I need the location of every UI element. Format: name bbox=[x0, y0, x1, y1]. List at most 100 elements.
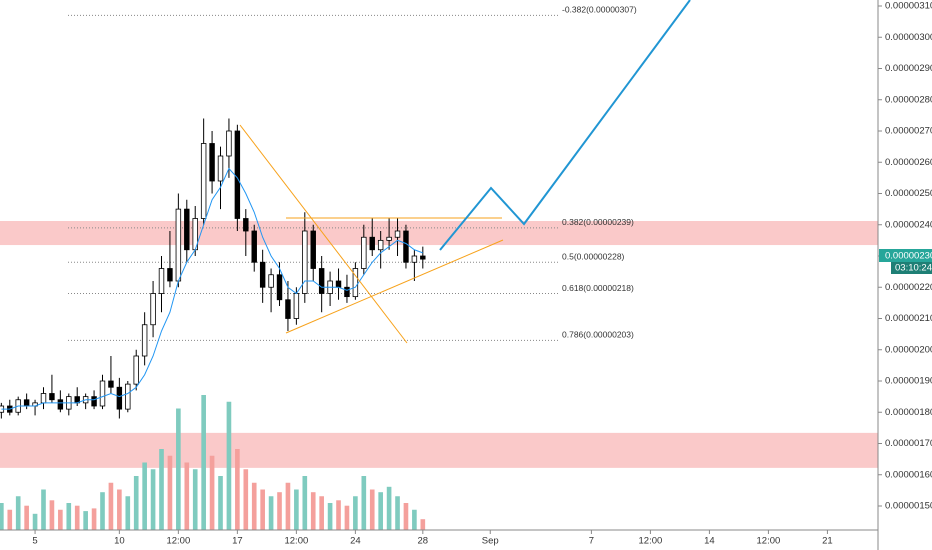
x-tick-label: 10 bbox=[114, 536, 125, 547]
volume-bar bbox=[24, 505, 29, 530]
y-tick-label: 0.00000190 bbox=[885, 376, 932, 387]
candle-body bbox=[57, 399, 64, 410]
volume-bar bbox=[386, 486, 392, 530]
volume-bar bbox=[41, 489, 46, 530]
fib-label: 0.618(0.00000218) bbox=[562, 283, 634, 293]
candle-body bbox=[285, 299, 291, 319]
volume-bar bbox=[15, 496, 21, 530]
volume-bar bbox=[369, 489, 375, 530]
moving-average bbox=[1, 167, 423, 410]
candle-body bbox=[40, 393, 47, 404]
candle-body bbox=[125, 383, 131, 410]
volume-bar bbox=[302, 476, 308, 530]
x-tick-label: 17 bbox=[232, 536, 243, 547]
support-resistance-zone bbox=[0, 221, 878, 246]
candle-body bbox=[268, 274, 274, 288]
volume-bar bbox=[32, 513, 38, 530]
candle-body bbox=[116, 386, 123, 410]
x-tick-label: 14 bbox=[704, 536, 715, 547]
volume-bar bbox=[74, 505, 80, 530]
candle-body bbox=[361, 236, 367, 269]
fib-label: -0.382(0.00000307) bbox=[562, 5, 637, 15]
volume-bar bbox=[403, 503, 409, 530]
candle-body bbox=[141, 324, 148, 357]
volume-bar bbox=[192, 469, 198, 530]
volume-bar bbox=[142, 462, 147, 530]
volume-bar bbox=[378, 492, 383, 530]
candle-body bbox=[217, 155, 224, 182]
volume-bar bbox=[218, 476, 223, 530]
support-resistance-zone bbox=[0, 432, 878, 468]
volume-bar bbox=[327, 503, 333, 530]
volume bbox=[0, 395, 426, 530]
x-tick-label: 24 bbox=[350, 536, 361, 547]
volume-bar bbox=[310, 492, 316, 530]
candle-body bbox=[352, 268, 359, 298]
x-tick-label: 12:00 bbox=[166, 536, 190, 547]
volume-bar bbox=[336, 500, 341, 530]
volume-bar bbox=[268, 496, 274, 530]
x-tick-label: 7 bbox=[589, 536, 594, 547]
volume-bar bbox=[294, 489, 299, 530]
volume-bar bbox=[395, 496, 400, 530]
y-tick-label: 0.00000170 bbox=[885, 438, 932, 449]
y-tick-label: 0.00000200 bbox=[885, 344, 932, 355]
candles bbox=[0, 118, 426, 419]
volume-bar bbox=[361, 476, 367, 530]
candle-body bbox=[226, 130, 232, 157]
volume-bar bbox=[285, 482, 291, 530]
volume-bar bbox=[420, 519, 426, 530]
candle-body bbox=[377, 239, 384, 251]
y-tick-label: 0.00000300 bbox=[885, 32, 932, 43]
volume-bar bbox=[243, 469, 249, 530]
countdown-box bbox=[891, 262, 932, 274]
candle-body bbox=[251, 230, 257, 263]
y-tick-label: 0.00000180 bbox=[885, 407, 932, 418]
volume-bar bbox=[150, 469, 156, 530]
projection-path bbox=[439, 0, 691, 251]
x-tick-label: 21 bbox=[822, 536, 833, 547]
volume-bar bbox=[108, 482, 114, 530]
fib-label: 0.786(0.00000203) bbox=[562, 330, 634, 340]
volume-bar bbox=[251, 482, 257, 530]
candle-body bbox=[175, 208, 182, 282]
volume-bar bbox=[353, 496, 358, 530]
volume-bar bbox=[209, 455, 215, 530]
volume-bar bbox=[167, 455, 173, 530]
y-tick-label: 0.00000210 bbox=[885, 313, 932, 324]
candle-body bbox=[394, 230, 401, 238]
volume-bar bbox=[176, 408, 181, 530]
candle-body bbox=[234, 130, 241, 219]
y-tick-label: 0.00000270 bbox=[885, 126, 932, 137]
volume-bar bbox=[344, 505, 350, 530]
y-tick-label: 0.00000160 bbox=[885, 469, 932, 480]
x-tick-label: 12:00 bbox=[639, 536, 663, 547]
fib-label: 0.382(0.00000239) bbox=[562, 217, 634, 227]
y-tick-label: 0.00000250 bbox=[885, 188, 932, 199]
volume-bar bbox=[83, 511, 88, 530]
candle-body bbox=[310, 230, 316, 269]
y-tick-label: 0.00000220 bbox=[885, 282, 932, 293]
fib-levels: -0.382(0.00000307) 0.382(0.00000239) 0.5(0… bbox=[68, 5, 637, 341]
candle-body bbox=[411, 255, 418, 263]
candle-body bbox=[243, 218, 249, 232]
candle-body bbox=[184, 208, 190, 251]
candle-body bbox=[158, 268, 165, 294]
candle-body bbox=[318, 268, 325, 294]
candle-body bbox=[386, 236, 392, 241]
candle-body bbox=[276, 274, 283, 301]
y-tick-label: 0.00000310 bbox=[885, 1, 932, 12]
candle-body bbox=[344, 286, 350, 298]
y-tick-label: 0.00000290 bbox=[885, 63, 932, 74]
zones bbox=[0, 221, 878, 468]
y-tick-label: 0.00000150 bbox=[885, 501, 932, 512]
volume-bar bbox=[235, 449, 240, 530]
x-tick-label: 5 bbox=[32, 536, 37, 547]
volume-bar bbox=[49, 500, 55, 530]
fib-label: 0.5(0.00000228) bbox=[562, 252, 625, 262]
volume-bar bbox=[100, 492, 105, 530]
volume-bar bbox=[260, 489, 265, 530]
candle-body bbox=[200, 143, 207, 219]
candle-body bbox=[167, 268, 173, 282]
volume-bar bbox=[319, 496, 324, 530]
